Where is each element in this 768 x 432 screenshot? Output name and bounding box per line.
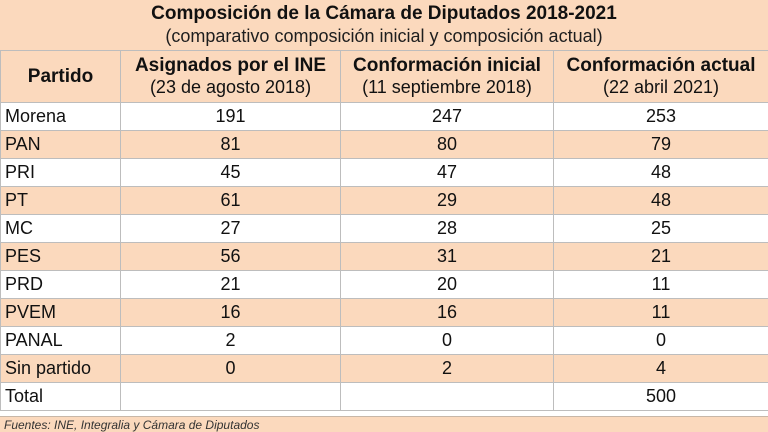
column-header-partido: Partido [0,50,121,103]
asignados-cell: 56 [120,242,341,271]
column-header-label: Conformación inicial [353,55,541,76]
column-header-inicial: Conformación inicial (11 septiembre 2018… [340,50,554,103]
actual-cell: 11 [553,270,768,299]
table-row-prd: PRD 21 20 11 [0,270,768,299]
column-header-date: (22 abril 2021) [602,77,720,97]
table-row-morena: Morena 191 247 253 [0,102,768,131]
table-subtitle: (comparativo composición inicial y compo… [165,26,603,46]
actual-cell: 21 [553,242,768,271]
party-cell: MC [0,214,121,243]
asignados-cell: 16 [120,298,341,327]
column-header-label: Asignados por el INE [134,55,327,76]
asignados-cell: 45 [120,158,341,187]
table-row-panal: PANAL 2 0 0 [0,326,768,355]
column-header-actual: Conformación actual (22 abril 2021) [553,50,768,103]
asignados-cell: 61 [120,186,341,215]
actual-cell: 11 [553,298,768,327]
inicial-cell [340,382,554,411]
asignados-cell: 2 [120,326,341,355]
table-body: Morena 191 247 253 PAN 81 80 79 PRI 45 4… [0,102,768,411]
column-header-date: (11 septiembre 2018) [362,77,532,97]
column-header-date: (23 de agosto 2018) [149,77,312,97]
inicial-cell: 29 [340,186,554,215]
table-row-pvem: PVEM 16 16 11 [0,298,768,327]
asignados-cell: 0 [120,354,341,383]
table-row-pt: PT 61 29 48 [0,186,768,215]
header-row: Partido Asignados por el INE (23 de agos… [0,50,768,103]
column-header-label: Partido [27,65,94,87]
chamber-composition-table: Partido Asignados por el INE (23 de agos… [0,50,768,411]
asignados-cell: 191 [120,102,341,131]
column-header-asignados: Asignados por el INE (23 de agosto 2018) [120,50,341,103]
actual-cell: 25 [553,214,768,243]
actual-cell: 500 [553,382,768,411]
table-row-pes: PES 56 31 21 [0,242,768,271]
asignados-cell: 27 [120,214,341,243]
inicial-cell: 20 [340,270,554,299]
actual-cell: 253 [553,102,768,131]
asignados-cell [120,382,341,411]
inicial-cell: 28 [340,214,554,243]
actual-cell: 48 [553,158,768,187]
party-cell: PVEM [0,298,121,327]
asignados-cell: 81 [120,130,341,159]
table-title: Composición de la Cámara de Diputados 20… [151,3,617,24]
asignados-cell: 21 [120,270,341,299]
party-cell: PAN [0,130,121,159]
actual-cell: 4 [553,354,768,383]
column-header-label: Conformación actual [566,55,756,76]
title-block: Composición de la Cámara de Diputados 20… [0,0,768,51]
table-row-sin-partido: Sin partido 0 2 4 [0,354,768,383]
inicial-cell: 31 [340,242,554,271]
table-row-total: Total 500 [0,382,768,411]
party-cell: PRD [0,270,121,299]
party-cell: PT [0,186,121,215]
party-cell: PRI [0,158,121,187]
actual-cell: 0 [553,326,768,355]
party-cell: PES [0,242,121,271]
inicial-cell: 0 [340,326,554,355]
table-row-pan: PAN 81 80 79 [0,130,768,159]
actual-cell: 79 [553,130,768,159]
table-row-mc: MC 27 28 25 [0,214,768,243]
source-footer: Fuentes: INE, Integralia y Cámara de Dip… [0,416,768,432]
inicial-cell: 247 [340,102,554,131]
table-header: Partido Asignados por el INE (23 de agos… [0,50,768,103]
party-cell: PANAL [0,326,121,355]
party-cell: Morena [0,102,121,131]
party-cell: Total [0,382,121,411]
inicial-cell: 16 [340,298,554,327]
table-row-pri: PRI 45 47 48 [0,158,768,187]
actual-cell: 48 [553,186,768,215]
source-note: Fuentes: INE, Integralia y Cámara de Dip… [4,418,260,432]
inicial-cell: 2 [340,354,554,383]
inicial-cell: 80 [340,130,554,159]
party-cell: Sin partido [0,354,121,383]
inicial-cell: 47 [340,158,554,187]
